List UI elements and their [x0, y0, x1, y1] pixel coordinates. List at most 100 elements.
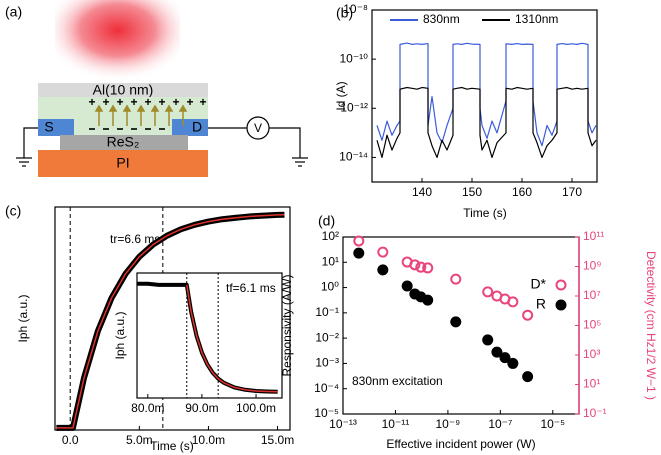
y2-tick-label: 10⁵ [583, 318, 601, 332]
x-tick-label: 0.0 [62, 433, 79, 447]
layer-label: ReS₂ [107, 134, 140, 150]
annotation: tr=6.6 ms [110, 232, 160, 246]
x-tick-label: 10⁻⁷ [488, 417, 512, 431]
y-axis-label: Id (A) [334, 81, 348, 110]
y2-tick-label: 10¹ [583, 377, 600, 391]
y-axis-label: Iph (a.u.) [113, 311, 127, 359]
data-point [353, 235, 365, 247]
y-tick-label: 10⁻¹⁴ [339, 150, 368, 164]
svg-text:+: + [186, 95, 193, 109]
y-tick-label: 10⁻⁴ [314, 381, 339, 395]
x-tick-label: 140 [412, 185, 432, 199]
y2-tick-label: 10⁷ [583, 288, 601, 302]
annotation: 830nm excitation [352, 374, 443, 388]
data-point [450, 273, 462, 285]
x-axis-label: Time (s) [463, 206, 507, 220]
positive-charges: + + + + + + + + + [88, 95, 206, 109]
panel-label: (d) [318, 213, 335, 229]
layer-label: Al(10 nm) [93, 82, 154, 98]
y-tick-label: 10⁻³ [315, 356, 339, 370]
x-tick-label: 10⁻⁵ [540, 417, 565, 431]
y-tick-label: 10⁻² [315, 330, 339, 344]
data-point [522, 309, 534, 321]
legend-swatch [555, 279, 567, 291]
data-point [353, 247, 365, 259]
data-point [507, 357, 519, 369]
data-point [422, 262, 434, 274]
x-tick-label: 10.0m [192, 433, 225, 447]
data-line [186, 284, 278, 393]
x-tick-label: 10⁻¹¹ [382, 417, 410, 431]
x-tick-label: 15.0m [261, 433, 294, 447]
y2-tick-label: 10³ [583, 347, 600, 361]
y-tick-label: 10¹ [322, 254, 339, 268]
light-beam [55, 0, 180, 86]
y2-tick-label: 10⁹ [583, 259, 602, 273]
svg-text:+: + [144, 95, 151, 109]
svg-text:+: + [199, 95, 206, 109]
data-point [415, 261, 427, 273]
svg-text:+: + [158, 95, 165, 109]
data-point [401, 280, 413, 292]
data-point [377, 246, 389, 258]
plot-frame [371, 9, 598, 183]
x-tick-label: 170 [562, 185, 582, 199]
x-tick-label: 150 [462, 185, 482, 199]
data-point [482, 334, 494, 346]
data-point [377, 264, 389, 276]
panel-label: (a) [5, 4, 22, 20]
data-point [422, 294, 434, 306]
al-layer [38, 83, 208, 97]
data-line [376, 42, 597, 147]
legend-label: 830nm [423, 12, 460, 26]
x-tick-label: 100.0m [236, 401, 276, 415]
svg-text:+: + [102, 95, 109, 109]
y-tick-label: 10⁻⁸ [343, 2, 368, 16]
y2-tick-label: 10¹¹ [583, 229, 604, 243]
data-point [409, 259, 421, 271]
y-tick-label: 10⁻⁵ [314, 406, 339, 420]
electrode-label: D [192, 119, 202, 135]
data-point [491, 346, 503, 358]
data-point [507, 296, 519, 308]
x-tick-label: 5.0m [126, 433, 153, 447]
y2-axis-label: Detectivity (cm Hz1/2 W−1 ) [644, 251, 658, 400]
data-point [522, 371, 534, 383]
y-axis-label: Iph (a.u.) [16, 294, 30, 342]
legend-swatch [555, 299, 567, 311]
panel-a: (a) Al(10 nm) S D ReS₂ PI + + + + + + + + + [5, 0, 308, 177]
y-axis-label: Responsivity (A/W) [280, 274, 294, 376]
y-tick-label: 10⁰ [321, 280, 339, 294]
x-tick-label: 10⁻⁹ [435, 417, 460, 431]
svg-text:+: + [88, 95, 95, 109]
x-axis-label: Effective incident power (W) [386, 437, 535, 451]
x-tick-label: 90.0m [185, 401, 218, 415]
svg-text:+: + [130, 95, 137, 109]
field-arrows [94, 104, 188, 126]
data-line [56, 213, 285, 429]
y2-tick-label: 10⁻¹ [583, 406, 607, 420]
legend-label: D* [530, 276, 546, 292]
annotation: tf=6.1 ms [226, 281, 276, 295]
data-point [499, 352, 511, 364]
electrode [172, 119, 208, 136]
x-axis-label: Time (s) [150, 439, 194, 453]
x-tick-label: 160 [512, 185, 532, 199]
svg-text:+: + [116, 95, 123, 109]
panel-label: (c) [5, 203, 21, 219]
layer-label: PI [116, 155, 129, 171]
legend-label: 1310nm [515, 12, 558, 26]
y-tick-label: 10⁻¹ [315, 305, 339, 319]
pi-substrate [38, 150, 208, 177]
panel-label: (b) [336, 5, 353, 21]
x-tick-label: 80.0m [131, 401, 164, 415]
y-tick-label: 10⁻¹⁰ [340, 51, 369, 65]
y-tick-label: 10⁻¹² [340, 100, 368, 114]
electrode [38, 119, 74, 136]
x-tick-label: 10⁻¹³ [329, 417, 357, 431]
data-line [376, 86, 597, 159]
svg-text:+: + [172, 95, 179, 109]
meter-label: V [254, 121, 262, 135]
circuit [16, 116, 308, 167]
